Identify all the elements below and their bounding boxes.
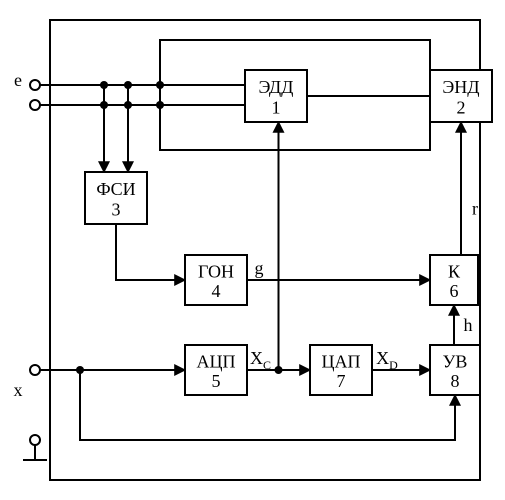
label-g: g <box>255 258 264 278</box>
label-text: ЭНД <box>442 77 479 97</box>
label-text: 7 <box>337 371 346 391</box>
label-xc: XC <box>250 348 271 372</box>
terminal-ground <box>30 435 40 445</box>
label-h: h <box>464 315 473 335</box>
label-text: К <box>448 262 461 282</box>
label-text: 3 <box>112 199 121 219</box>
label-text: ФСИ <box>96 179 135 199</box>
label-xd: XD <box>376 348 398 372</box>
label-text: 8 <box>451 371 460 391</box>
label-text: АЦП <box>197 352 236 372</box>
wire-fsi-gon <box>116 224 185 280</box>
label-text: ГОН <box>198 262 234 282</box>
label-e: e <box>14 70 22 90</box>
label-text: ЦАП <box>322 352 361 372</box>
label-text: 1 <box>272 97 281 117</box>
label-x: x <box>14 380 23 400</box>
block-diagram: ЭДД1 ЭНД2 ФСИ3 ГОН4 АЦП5 К6 ЦАП7 УВ8 e x g XC XD h r <box>0 0 505 500</box>
label-text: УВ <box>443 352 468 372</box>
label-text: 4 <box>212 281 221 301</box>
label-text: 5 <box>212 371 221 391</box>
wire-x-uv <box>80 370 455 440</box>
terminal-e-bot <box>30 100 40 110</box>
terminal-e-top <box>30 80 40 90</box>
label-r: r <box>472 199 478 219</box>
label-text: 6 <box>450 281 459 301</box>
label-text: 2 <box>457 97 466 117</box>
label-text: ЭДД <box>259 77 294 97</box>
terminal-x <box>30 365 40 375</box>
